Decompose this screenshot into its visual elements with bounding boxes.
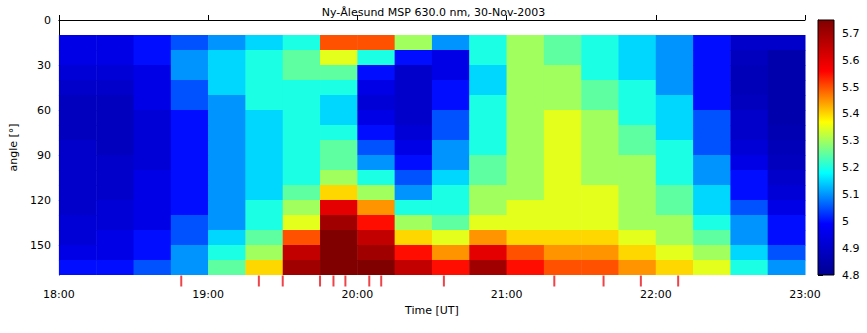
svg-text:20:00: 20:00 [341,288,373,301]
svg-text:5.2: 5.2 [842,161,860,174]
svg-text:5.5: 5.5 [842,81,860,94]
svg-text:Ny-Ålesund MSP 630.0 nm, 30-No: Ny-Ålesund MSP 630.0 nm, 30-Nov-2003 [322,6,545,19]
svg-text:5.1: 5.1 [842,188,860,201]
svg-text:5.3: 5.3 [842,134,860,147]
svg-text:120: 120 [30,194,51,207]
svg-text:4.8: 4.8 [842,269,860,282]
svg-text:23:00: 23:00 [789,288,821,301]
svg-text:5: 5 [842,215,849,228]
svg-text:90: 90 [37,149,51,162]
svg-text:21:00: 21:00 [491,288,523,301]
svg-text:4.9: 4.9 [842,242,860,255]
svg-text:22:00: 22:00 [640,288,672,301]
svg-text:Time [UT]: Time [UT] [404,304,459,317]
svg-text:30: 30 [37,59,51,72]
svg-text:19:00: 19:00 [192,288,224,301]
svg-text:18:00: 18:00 [43,288,75,301]
svg-text:5.6: 5.6 [842,54,860,67]
svg-text:5.7: 5.7 [842,27,860,40]
svg-text:angle [°]: angle [°] [7,123,20,171]
svg-text:150: 150 [30,239,51,252]
svg-text:5.4: 5.4 [842,107,860,120]
svg-text:60: 60 [37,104,51,117]
svg-text:0: 0 [44,14,51,27]
